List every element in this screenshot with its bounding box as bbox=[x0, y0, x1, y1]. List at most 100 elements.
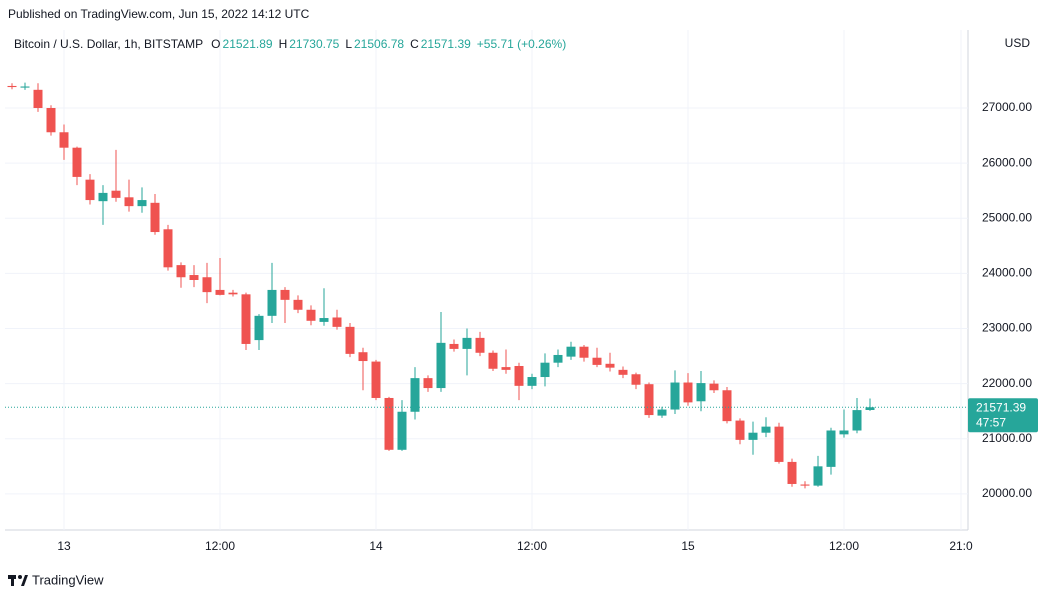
symbol-legend: Bitcoin / U.S. Dollar, 1h, BITSTAMP O 215… bbox=[14, 37, 572, 51]
candle-body bbox=[306, 309, 316, 321]
ohlc-label: L bbox=[345, 37, 352, 51]
candle-body bbox=[813, 466, 823, 486]
candle-body bbox=[475, 337, 485, 353]
ohlc-label: H bbox=[278, 37, 288, 51]
candle-body bbox=[696, 383, 706, 402]
x-tick-label: 12:00 bbox=[517, 539, 547, 553]
candle-body bbox=[839, 430, 849, 435]
candle-body bbox=[7, 85, 17, 88]
x-tick-label: 12:00 bbox=[205, 539, 235, 553]
ohlc-value: 21521.89 bbox=[222, 37, 273, 51]
y-tick-label: 27000.00 bbox=[982, 100, 1032, 114]
candle-body bbox=[150, 202, 160, 233]
price-change: +55.71 (+0.26%) bbox=[476, 37, 567, 51]
ohlc-label: O bbox=[211, 37, 221, 51]
candle-body bbox=[98, 192, 108, 202]
candle-body bbox=[397, 411, 407, 450]
candle-body bbox=[709, 383, 719, 391]
ohlc-value: 21730.75 bbox=[289, 37, 340, 51]
candle-body bbox=[358, 352, 368, 362]
y-tick-label: 22000.00 bbox=[982, 376, 1032, 390]
y-tick-label: 20000.00 bbox=[982, 486, 1032, 500]
candle-body bbox=[293, 299, 303, 310]
candle-body bbox=[514, 365, 524, 386]
candle-body bbox=[85, 179, 95, 201]
candle-body bbox=[410, 378, 420, 412]
candle-body bbox=[748, 432, 758, 440]
candle-body bbox=[345, 326, 355, 354]
candle-body bbox=[176, 265, 186, 278]
candle-body bbox=[670, 382, 680, 410]
grid bbox=[5, 30, 968, 530]
candle-body bbox=[527, 377, 537, 386]
candle-body bbox=[566, 346, 576, 357]
candle-body bbox=[163, 229, 173, 268]
candle-body bbox=[436, 342, 446, 389]
candle-body bbox=[735, 420, 745, 440]
candle-body bbox=[319, 318, 329, 322]
candle-body bbox=[449, 343, 459, 349]
candle-body bbox=[111, 190, 121, 198]
candle-body bbox=[787, 461, 797, 484]
candle-body bbox=[826, 430, 836, 467]
candle-body bbox=[488, 352, 498, 369]
candle-body bbox=[384, 397, 394, 450]
candle-body bbox=[215, 289, 225, 295]
candle-body bbox=[618, 369, 628, 375]
candle-body bbox=[631, 374, 641, 385]
brand-logo bbox=[8, 575, 28, 586]
last-price-box bbox=[968, 398, 1038, 433]
candle-body bbox=[59, 132, 69, 148]
candle-body bbox=[228, 292, 238, 295]
brand-name: TradingView bbox=[32, 572, 104, 587]
x-tick-label: 12:00 bbox=[829, 539, 859, 553]
candle-body bbox=[423, 378, 433, 389]
candle-body bbox=[592, 357, 602, 365]
published-note: Published on TradingView.com, Jun 15, 20… bbox=[8, 7, 310, 21]
candle-body bbox=[501, 367, 511, 370]
candle-body bbox=[761, 426, 771, 433]
bar-countdown: 47:57 bbox=[976, 415, 1006, 429]
candle-body bbox=[332, 317, 342, 327]
candle-body bbox=[72, 147, 82, 177]
ohlc-label: C bbox=[410, 37, 419, 51]
last-price-label: 21571.39 bbox=[976, 400, 1026, 414]
candle-body bbox=[371, 361, 381, 398]
candle-body bbox=[644, 384, 654, 416]
candle-body bbox=[540, 362, 550, 378]
candle-body bbox=[657, 409, 667, 416]
candle-body bbox=[46, 108, 56, 133]
candle-body bbox=[241, 294, 251, 344]
candle-body bbox=[800, 484, 810, 486]
candle-body bbox=[189, 275, 199, 280]
y-tick-label: 24000.00 bbox=[982, 266, 1032, 280]
candle-body bbox=[774, 426, 784, 462]
candle-body bbox=[579, 346, 589, 358]
candle-body bbox=[605, 363, 615, 368]
candle-body bbox=[20, 86, 30, 88]
candle-body bbox=[722, 390, 732, 422]
candle-body bbox=[683, 382, 693, 403]
candle-body bbox=[852, 410, 862, 431]
candle-body bbox=[124, 197, 134, 207]
candle-body bbox=[137, 200, 147, 207]
y-tick-label: 23000.00 bbox=[982, 321, 1032, 335]
candle-body bbox=[254, 315, 264, 341]
symbol-title: Bitcoin / U.S. Dollar, 1h, BITSTAMP bbox=[14, 37, 204, 51]
x-tick-label: 21:0 bbox=[949, 539, 973, 553]
candle-body bbox=[462, 337, 472, 349]
y-tick-label: 25000.00 bbox=[982, 210, 1032, 224]
candle-body bbox=[865, 407, 875, 410]
candle-body bbox=[280, 289, 290, 300]
y-tick-label: 26000.00 bbox=[982, 155, 1032, 169]
candle-body bbox=[267, 289, 277, 316]
candle-body bbox=[202, 277, 212, 293]
x-tick-label: 14 bbox=[369, 539, 383, 553]
ohlc-value: 21571.39 bbox=[420, 37, 471, 51]
x-tick-label: 13 bbox=[57, 539, 71, 553]
x-tick-label: 15 bbox=[681, 539, 695, 553]
y-tick-label: 21000.00 bbox=[982, 431, 1032, 445]
candle-body bbox=[33, 89, 43, 109]
